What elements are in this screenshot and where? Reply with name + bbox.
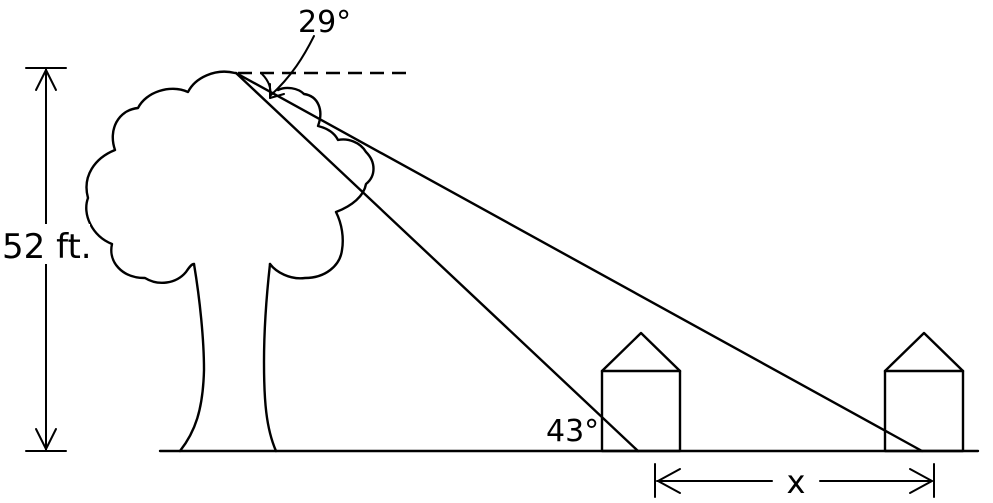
distance-arrow-right-icon <box>909 468 933 494</box>
tree-canopy <box>85 70 375 284</box>
angle-29-arrow-icon <box>269 83 285 99</box>
angle-bottom-label: 43° <box>546 414 599 449</box>
house-near-roof <box>600 331 682 373</box>
sight-line-far <box>234 71 924 453</box>
house-far-roof <box>883 331 965 373</box>
angle-29-pointer <box>269 35 315 97</box>
distance-arrow-left-icon <box>657 468 681 494</box>
house-near-body <box>600 369 682 453</box>
height-label: 52 ft. <box>2 227 92 267</box>
house-far-body <box>883 369 965 453</box>
sight-line-near <box>234 71 640 453</box>
height-label-backdrop <box>2 224 90 264</box>
tree-trunk-left <box>178 262 206 453</box>
tree-trunk-right <box>262 262 278 453</box>
distance-label: x <box>787 463 806 501</box>
height-arrow-down-icon <box>35 428 57 450</box>
height-arrow-up-icon <box>35 69 57 91</box>
angle-top-label: 29° <box>298 5 351 40</box>
